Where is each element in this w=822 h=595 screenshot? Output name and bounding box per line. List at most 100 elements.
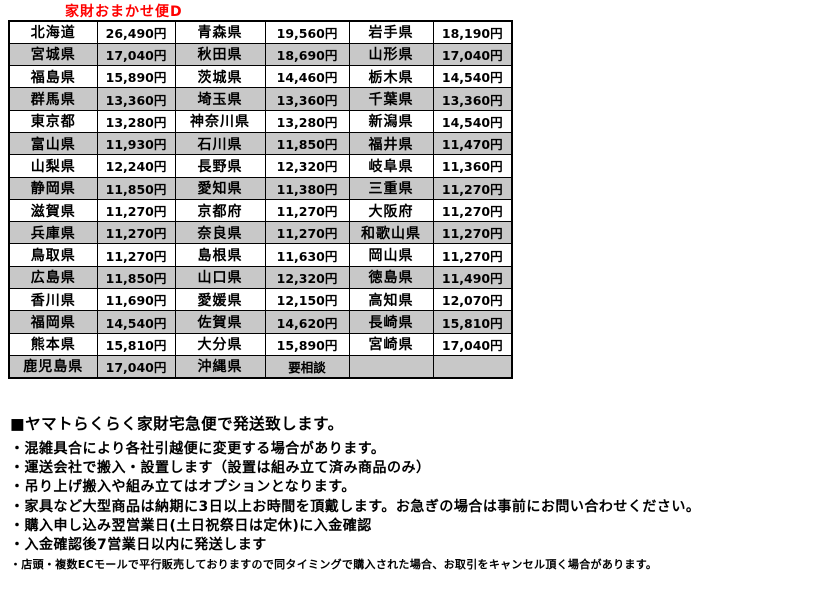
prefecture-cell: 山形県 [348,42,434,67]
price-cell: 17,040円 [96,42,176,67]
price-cell: 17,040円 [432,42,513,67]
prefecture-cell: 沖縄県 [174,354,266,379]
price-cell: 14,540円 [432,65,513,89]
prefecture-cell: 鳥取県 [8,243,98,267]
prefecture-cell: 静岡県 [8,176,98,200]
prefecture-cell: 佐賀県 [174,310,266,334]
price-cell: 14,620円 [264,310,350,334]
price-cell: 11,630円 [264,243,350,267]
note-line: ・入金確認後7営業日以内に発送します [10,537,267,554]
table-row: 北海道 26,490円 青森県 19,560円 岩手県 18,190円 [8,20,513,44]
price-cell: 11,470円 [432,131,513,156]
price-cell: 12,320円 [264,154,350,178]
note-line: ・購入申し込み翌営業日(土日祝祭日は定休)に入金確認 [10,517,372,534]
prefecture-cell: 愛知県 [174,176,266,200]
prefecture-cell: 福井県 [348,131,434,156]
prefecture-cell: 群馬県 [8,87,98,111]
price-cell: 11,850円 [264,131,350,156]
price-cell: 要相談 [264,354,350,379]
price-cell: 11,690円 [96,288,176,312]
price-cell: 12,150円 [264,288,350,312]
prefecture-cell [348,354,434,379]
table-row: 広島県 11,850円 山口県 12,320円 徳島県 11,490円 [8,265,513,290]
note-line: ・運送会社で搬入・設置します（設置は組み立て済み商品のみ） [10,460,431,477]
price-cell: 11,270円 [432,243,513,267]
notes-footnote: ・店頭・複数ECモールで平行販売しておりますので同タイミングで購入された場合、お… [10,558,658,571]
price-cell: 19,560円 [264,20,350,44]
prefecture-cell: 三重県 [348,176,434,200]
price-cell: 13,360円 [96,87,176,111]
price-cell: 15,810円 [432,310,513,334]
prefecture-cell: 滋賀県 [8,198,98,223]
table-row: 東京都 13,280円 神奈川県 13,280円 新潟県 14,540円 [8,109,513,133]
price-cell: 12,070円 [432,288,513,312]
prefecture-cell: 香川県 [8,288,98,312]
price-cell: 11,270円 [432,221,513,245]
table-row: 鳥取県 11,270円 島根県 11,630円 岡山県 11,270円 [8,243,513,267]
prefecture-cell: 広島県 [8,265,98,290]
price-cell: 14,540円 [96,310,176,334]
prefecture-cell: 愛媛県 [174,288,266,312]
table-row: 宮城県 17,040円 秋田県 18,690円 山形県 17,040円 [8,42,513,67]
prefecture-cell: 埼玉県 [174,87,266,111]
prefecture-cell: 北海道 [8,20,98,44]
price-cell: 11,360円 [432,154,513,178]
price-cell: 11,270円 [264,198,350,223]
table-row: 福岡県 14,540円 佐賀県 14,620円 長崎県 15,810円 [8,310,513,334]
prefecture-cell: 岐阜県 [348,154,434,178]
prefecture-cell: 宮城県 [8,42,98,67]
table-row: 山梨県 12,240円 長野県 12,320円 岐阜県 11,360円 [8,154,513,178]
price-cell: 15,890円 [264,332,350,356]
price-cell: 26,490円 [96,20,176,44]
prefecture-cell: 熊本県 [8,332,98,356]
price-cell: 11,270円 [432,198,513,223]
prefecture-cell: 島根県 [174,243,266,267]
note-line: ・家具など大型商品は納期に3日以上お時間を頂戴します。お急ぎの場合は事前にお問い… [10,498,701,515]
note-line: ・混雑具合により各社引越便に変更する場合があります。 [10,441,386,457]
price-cell: 11,850円 [96,176,176,200]
prefecture-cell: 富山県 [8,131,98,156]
price-cell: 18,190円 [432,20,513,44]
prefecture-cell: 岡山県 [348,243,434,267]
prefecture-cell: 岩手県 [348,20,434,44]
price-cell: 14,540円 [432,109,513,133]
price-cell: 17,040円 [96,354,176,379]
prefecture-cell: 鹿児島県 [8,354,98,379]
price-cell: 13,280円 [96,109,176,133]
table-row: 鹿児島県 17,040円 沖縄県 要相談 [8,354,513,379]
prefecture-cell: 千葉県 [348,87,434,111]
prefecture-cell: 奈良県 [174,221,266,245]
table-row: 福島県 15,890円 茨城県 14,460円 栃木県 14,540円 [8,65,513,89]
prefecture-cell: 東京都 [8,109,98,133]
price-cell: 11,490円 [432,265,513,290]
price-cell: 11,270円 [96,221,176,245]
table-title: 家財おまかせ便D [65,4,183,20]
price-cell: 11,380円 [264,176,350,200]
prefecture-cell: 宮崎県 [348,332,434,356]
price-cell: 11,930円 [96,131,176,156]
price-cell: 14,460円 [264,65,350,89]
price-cell: 12,240円 [96,154,176,178]
price-cell: 11,270円 [264,221,350,245]
price-cell: 15,890円 [96,65,176,89]
price-cell: 17,040円 [432,332,513,356]
table-row: 熊本県 15,810円 大分県 15,890円 宮崎県 17,040円 [8,332,513,356]
table-row: 滋賀県 11,270円 京都府 11,270円 大阪府 11,270円 [8,198,513,223]
table-row: 富山県 11,930円 石川県 11,850円 福井県 11,470円 [8,131,513,156]
price-cell: 11,270円 [96,198,176,223]
notes-list: ・混雑具合により各社引越便に変更する場合があります。・運送会社で搬入・設置します… [10,440,816,555]
prefecture-cell: 栃木県 [348,65,434,89]
price-cell [432,354,513,379]
prefecture-cell: 京都府 [174,198,266,223]
table-row: 兵庫県 11,270円 奈良県 11,270円 和歌山県 11,270円 [8,221,513,245]
prefecture-cell: 徳島県 [348,265,434,290]
prefecture-cell: 青森県 [174,20,266,44]
prefecture-cell: 山梨県 [8,154,98,178]
prefecture-cell: 新潟県 [348,109,434,133]
prefecture-cell: 茨城県 [174,65,266,89]
prefecture-cell: 秋田県 [174,42,266,67]
prefecture-cell: 長野県 [174,154,266,178]
prefecture-cell: 福岡県 [8,310,98,334]
prefecture-cell: 山口県 [174,265,266,290]
